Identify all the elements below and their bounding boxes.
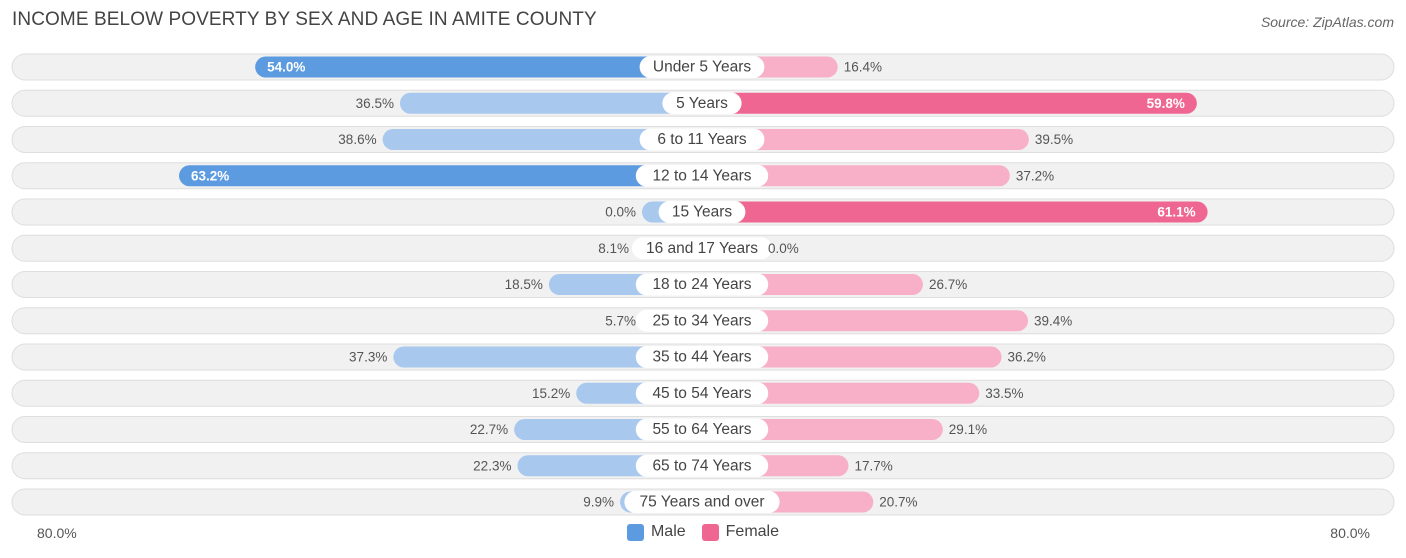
bar-female [702, 346, 1002, 368]
legend-swatch-female [701, 523, 719, 541]
category-pill [635, 273, 769, 296]
bar-female [702, 310, 1029, 332]
bar-male [179, 165, 702, 187]
value-label-male: 36.5% [356, 96, 394, 111]
legend-label-female: Female [725, 523, 780, 540]
legend-item-female: Female [701, 523, 780, 541]
value-label-male: 37.3% [349, 350, 387, 365]
category-pill [635, 382, 769, 405]
source-credit: Source: ZipAtlas.com [1260, 14, 1394, 30]
value-label-female: 39.5% [1035, 132, 1073, 147]
bar-female [702, 92, 1197, 114]
category-pill [635, 418, 769, 441]
value-label-male: 38.6% [338, 132, 376, 147]
axis-left-label: 80.0% [37, 525, 77, 541]
value-label-male: 22.3% [473, 458, 511, 473]
legend-label-male: Male [650, 523, 686, 540]
value-label-male: 9.9% [583, 495, 614, 510]
value-label-female: 16.4% [844, 60, 882, 75]
bar-female [702, 165, 1010, 187]
value-label-male: 54.0% [267, 60, 305, 75]
category-label: 75 Years and over [640, 494, 765, 511]
value-label-female: 0.0% [768, 241, 799, 256]
bar-male [393, 346, 702, 368]
category-pill [658, 201, 746, 223]
category-pill [624, 491, 780, 513]
bar-male [399, 92, 702, 114]
bar-female [702, 129, 1029, 150]
category-label: 45 to 54 Years [652, 385, 751, 402]
category-label: 16 and 17 Years [646, 240, 758, 257]
value-label-male: 0.0% [605, 205, 636, 220]
category-label: 25 to 34 Years [652, 312, 751, 329]
legend: Male Female [0, 523, 1406, 541]
chart-plot: Under 5 Years 54.0% 16.4% 5 Years 36.5% 59.8%… [11, 53, 1395, 516]
category-label: 5 Years [676, 95, 728, 112]
bar-male [255, 56, 702, 78]
value-label-female: 39.4% [1034, 313, 1072, 328]
category-label: 6 to 11 Years [657, 131, 747, 148]
category-pill [635, 164, 769, 187]
value-label-female: 37.2% [1016, 168, 1054, 183]
value-label-female: 59.8% [1147, 96, 1185, 111]
value-label-female: 29.1% [949, 422, 987, 437]
value-label-male: 63.2% [191, 168, 229, 183]
category-label: 55 to 64 Years [652, 421, 751, 438]
category-pill [639, 56, 765, 78]
category-label: Under 5 Years [653, 59, 751, 76]
value-label-male: 8.1% [598, 241, 629, 256]
category-pill [635, 309, 769, 332]
legend-swatch-male [626, 523, 644, 541]
category-label: 35 to 44 Years [652, 349, 751, 366]
bar-male [382, 129, 702, 150]
value-label-female: 26.7% [929, 277, 967, 292]
bar-female [702, 382, 980, 404]
category-pill [639, 128, 765, 151]
axis-right-label: 80.0% [1330, 525, 1370, 541]
category-pill [635, 346, 769, 368]
category-label: 12 to 14 Years [652, 167, 751, 184]
value-label-male: 5.7% [605, 313, 636, 328]
value-label-female: 20.7% [879, 495, 917, 510]
category-pill [632, 237, 772, 260]
value-label-male: 15.2% [532, 386, 570, 401]
chart-title: INCOME BELOW POVERTY BY SEX AND AGE IN A… [12, 9, 597, 30]
category-pill [662, 92, 742, 115]
bar-female [702, 201, 1208, 223]
value-label-female: 36.2% [1008, 350, 1046, 365]
value-label-male: 22.7% [470, 422, 508, 437]
value-label-female: 61.1% [1157, 205, 1195, 220]
value-label-male: 18.5% [505, 277, 543, 292]
value-label-female: 33.5% [985, 386, 1023, 401]
category-label: 15 Years [672, 204, 733, 221]
legend-item-male: Male [626, 523, 686, 541]
category-label: 65 to 74 Years [652, 457, 751, 474]
category-pill [635, 454, 769, 477]
value-label-female: 17.7% [854, 458, 892, 473]
category-label: 18 to 24 Years [652, 276, 751, 293]
